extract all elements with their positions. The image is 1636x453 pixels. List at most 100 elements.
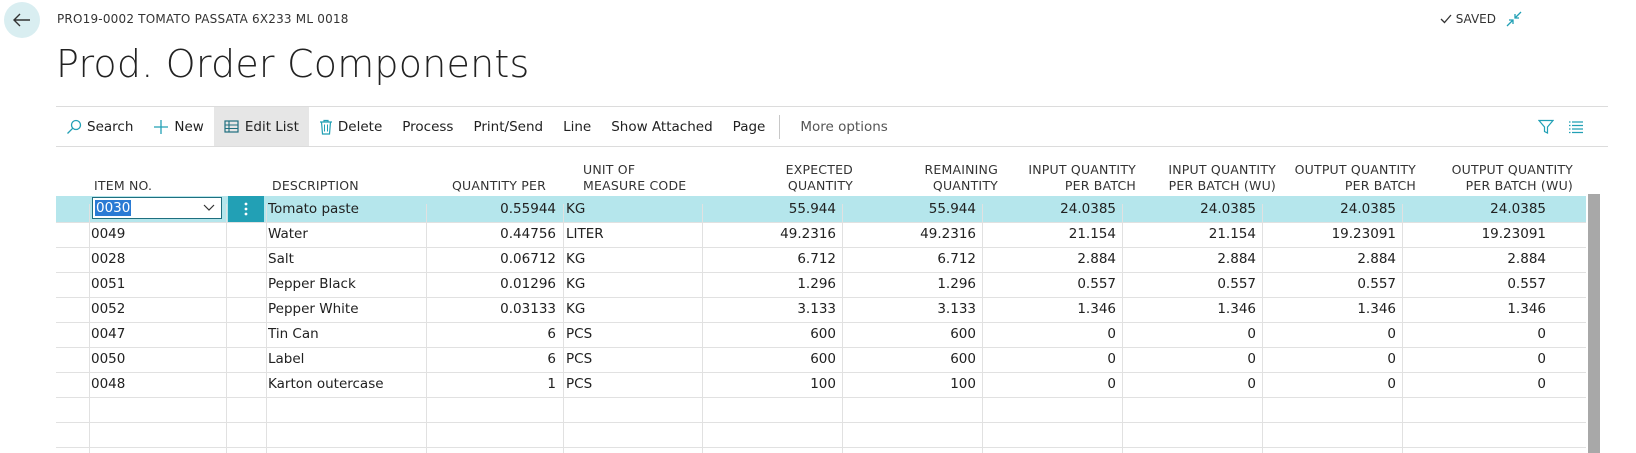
cell-description[interactable]: Tin Can	[268, 326, 319, 342]
cell-item-no[interactable]: 0049	[91, 226, 126, 242]
item-no-input[interactable]: 0030	[92, 197, 222, 219]
cell-input-batch[interactable]: 0	[1107, 376, 1116, 392]
column-header-input-batch-wu[interactable]: INPUT QUANTITY PER BATCH (WU)	[1168, 162, 1276, 193]
cell-quantity-per[interactable]: 1	[547, 376, 556, 392]
cell-input-batch-wu[interactable]: 1.346	[1217, 301, 1256, 317]
cell-remaining-quantity[interactable]: 100	[950, 376, 976, 392]
print-send-menu[interactable]: Print/Send	[473, 118, 544, 135]
cell-expected-quantity[interactable]: 100	[810, 376, 836, 392]
delete-button[interactable]: Delete	[309, 107, 392, 146]
cell-output-batch-wu[interactable]: 0	[1537, 326, 1546, 342]
chevron-down-icon[interactable]	[203, 201, 215, 215]
table-row[interactable]: 0050 Label 6 PCS 600 600 0 0 0 0	[56, 346, 1586, 373]
cell-output-batch-wu[interactable]: 0	[1537, 376, 1546, 392]
cell-remaining-quantity[interactable]: 600	[950, 351, 976, 367]
cell-input-batch[interactable]: 1.346	[1077, 301, 1116, 317]
edit-list-button[interactable]: Edit List	[213, 107, 309, 146]
cell-description[interactable]: Karton outercase	[268, 376, 384, 392]
cell-uom[interactable]: KG	[566, 251, 586, 267]
cell-uom[interactable]: PCS	[566, 376, 593, 392]
column-header-item-no[interactable]: ITEM NO.	[94, 178, 153, 193]
cell-input-batch-wu[interactable]: 2.884	[1217, 251, 1256, 267]
cell-quantity-per[interactable]: 0.06712	[500, 251, 556, 267]
cell-output-batch[interactable]: 0	[1387, 351, 1396, 367]
cell-output-batch-wu[interactable]: 0.557	[1507, 276, 1546, 292]
vertical-scrollbar[interactable]	[1588, 194, 1600, 453]
cell-quantity-per[interactable]: 0.44756	[500, 226, 556, 242]
cell-description[interactable]: Label	[268, 351, 305, 367]
cell-expected-quantity[interactable]: 3.133	[797, 301, 836, 317]
cell-output-batch[interactable]: 0	[1387, 376, 1396, 392]
cell-expected-quantity[interactable]: 55.944	[788, 201, 836, 217]
cell-expected-quantity[interactable]: 600	[810, 351, 836, 367]
table-row[interactable]: 0048 Karton outercase 1 PCS 100 100 0 0 0 0	[56, 371, 1586, 398]
empty-row[interactable]	[56, 396, 1586, 423]
cell-input-batch[interactable]: 0	[1107, 351, 1116, 367]
row-actions-button[interactable]	[228, 196, 264, 222]
column-header-expected-quantity[interactable]: EXPECTED QUANTITY	[785, 162, 853, 193]
cell-input-batch-wu[interactable]: 21.154	[1208, 226, 1256, 242]
cell-output-batch[interactable]: 0	[1387, 326, 1396, 342]
cell-input-batch[interactable]: 2.884	[1077, 251, 1116, 267]
empty-row[interactable]	[56, 421, 1586, 448]
collapse-icon[interactable]	[1505, 10, 1523, 28]
cell-item-no[interactable]: 0050	[91, 351, 126, 367]
cell-quantity-per[interactable]: 0.01296	[500, 276, 556, 292]
cell-output-batch[interactable]: 0.557	[1357, 276, 1396, 292]
cell-uom[interactable]: PCS	[566, 351, 593, 367]
cell-expected-quantity[interactable]: 1.296	[797, 276, 836, 292]
back-button[interactable]	[4, 2, 40, 38]
cell-remaining-quantity[interactable]: 6.712	[937, 251, 976, 267]
cell-uom[interactable]: KG	[566, 201, 586, 217]
cell-output-batch[interactable]: 1.346	[1357, 301, 1396, 317]
cell-input-batch-wu[interactable]: 0	[1247, 351, 1256, 367]
cell-remaining-quantity[interactable]: 55.944	[928, 201, 976, 217]
cell-quantity-per[interactable]: 0.55944	[500, 201, 556, 217]
column-header-input-batch[interactable]: INPUT QUANTITY PER BATCH	[1028, 162, 1136, 193]
cell-output-batch-wu[interactable]: 24.0385	[1490, 201, 1546, 217]
cell-input-batch-wu[interactable]: 0	[1247, 326, 1256, 342]
table-row[interactable]: 0049 Water 0.44756 LITER 49.2316 49.2316 21.15…	[56, 221, 1586, 248]
cell-output-batch-wu[interactable]: 0	[1537, 351, 1546, 367]
table-row[interactable]: 0052 Pepper White 0.03133 KG 3.133 3.133 1.346…	[56, 296, 1586, 323]
cell-input-batch-wu[interactable]: 0.557	[1217, 276, 1256, 292]
filter-icon[interactable]	[1538, 119, 1554, 135]
cell-remaining-quantity[interactable]: 1.296	[937, 276, 976, 292]
table-row[interactable]: 0051 Pepper Black 0.01296 KG 1.296 1.296 0.557…	[56, 271, 1586, 298]
process-menu[interactable]: Process	[402, 118, 454, 135]
table-row[interactable]: 0028 Salt 0.06712 KG 6.712 6.712 2.884 2.884 2.8…	[56, 246, 1586, 273]
cell-remaining-quantity[interactable]: 3.133	[937, 301, 976, 317]
page-menu[interactable]: Page	[732, 118, 766, 135]
cell-input-batch[interactable]: 21.154	[1068, 226, 1116, 242]
cell-input-batch-wu[interactable]: 24.0385	[1200, 201, 1256, 217]
cell-output-batch[interactable]: 24.0385	[1340, 201, 1396, 217]
cell-input-batch[interactable]: 0.557	[1077, 276, 1116, 292]
cell-output-batch-wu[interactable]: 2.884	[1507, 251, 1546, 267]
cell-expected-quantity[interactable]: 600	[810, 326, 836, 342]
column-header-quantity-per[interactable]: QUANTITY PER	[452, 178, 546, 193]
cell-quantity-per[interactable]: 6	[547, 351, 556, 367]
cell-output-batch-wu[interactable]: 1.346	[1507, 301, 1546, 317]
column-header-output-batch-wu[interactable]: OUTPUT QUANTITY PER BATCH (WU)	[1451, 162, 1573, 193]
cell-uom[interactable]: PCS	[566, 326, 593, 342]
table-row[interactable]: 0047 Tin Can 6 PCS 600 600 0 0 0 0	[56, 321, 1586, 348]
column-header-remaining-quantity[interactable]: REMAINING QUANTITY	[924, 162, 998, 193]
column-header-uom[interactable]: UNIT OF MEASURE CODE	[583, 162, 687, 193]
cell-item-no[interactable]: 0051	[91, 276, 126, 292]
cell-item-no[interactable]: 0052	[91, 301, 126, 317]
list-view-icon[interactable]	[1568, 120, 1584, 134]
cell-description[interactable]: Salt	[268, 251, 294, 267]
table-row[interactable]: 0030 Tomato paste 0.55944 KG 55.944 55.944 24.…	[56, 196, 1586, 223]
cell-item-no[interactable]: 0047	[91, 326, 126, 342]
column-header-output-batch[interactable]: OUTPUT QUANTITY PER BATCH	[1294, 162, 1416, 193]
cell-output-batch[interactable]: 19.23091	[1331, 226, 1396, 242]
cell-quantity-per[interactable]: 6	[547, 326, 556, 342]
cell-quantity-per[interactable]: 0.03133	[500, 301, 556, 317]
search-button[interactable]: Search	[56, 107, 143, 146]
new-button[interactable]: New	[143, 107, 213, 146]
cell-input-batch-wu[interactable]: 0	[1247, 376, 1256, 392]
cell-expected-quantity[interactable]: 49.2316	[780, 226, 836, 242]
cell-description[interactable]: Water	[268, 226, 308, 242]
cell-remaining-quantity[interactable]: 600	[950, 326, 976, 342]
cell-description[interactable]: Tomato paste	[268, 201, 359, 217]
